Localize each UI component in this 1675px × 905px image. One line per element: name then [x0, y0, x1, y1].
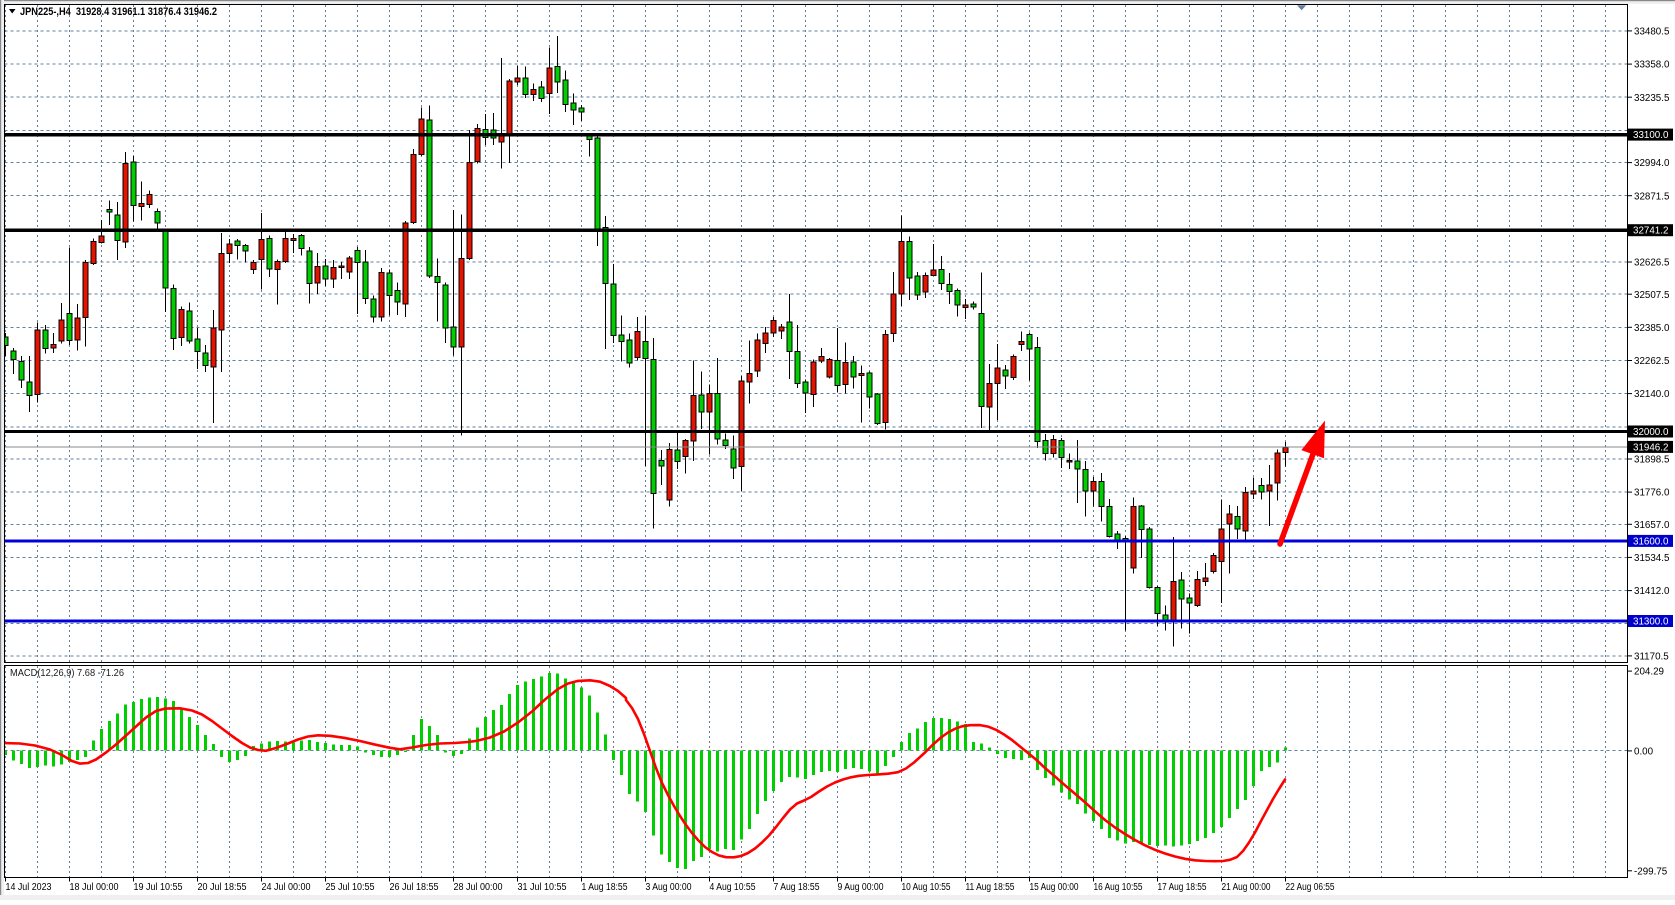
svg-text:31 Jul 10:55: 31 Jul 10:55 — [518, 882, 567, 893]
svg-text:31776.0: 31776.0 — [1634, 488, 1670, 499]
svg-text:25 Jul 10:55: 25 Jul 10:55 — [326, 882, 375, 893]
svg-text:31946.2: 31946.2 — [1633, 442, 1668, 453]
svg-text:14 Jul 2023: 14 Jul 2023 — [6, 882, 52, 893]
svg-text:32140.0: 32140.0 — [1634, 389, 1670, 400]
svg-text:JPN225-,H4 31928.4 31961.1 31: JPN225-,H4 31928.4 31961.1 31876.4 31946… — [20, 6, 217, 18]
svg-text:32385.0: 32385.0 — [1634, 323, 1670, 334]
svg-text:33100.0: 33100.0 — [1633, 130, 1669, 141]
svg-text:19 Jul 10:55: 19 Jul 10:55 — [134, 882, 183, 893]
svg-text:31600.0: 31600.0 — [1633, 536, 1669, 547]
svg-text:MACD(12,26,9) 7.68 -71.26: MACD(12,26,9) 7.68 -71.26 — [10, 668, 125, 679]
svg-text:20 Jul 18:55: 20 Jul 18:55 — [198, 882, 247, 893]
svg-text:10 Aug 10:55: 10 Aug 10:55 — [902, 882, 951, 893]
svg-text:28 Jul 00:00: 28 Jul 00:00 — [454, 882, 503, 893]
svg-text:15 Aug 00:00: 15 Aug 00:00 — [1030, 882, 1079, 893]
svg-text:32507.5: 32507.5 — [1634, 290, 1670, 301]
svg-text:1 Aug 18:55: 1 Aug 18:55 — [582, 882, 628, 893]
svg-text:32871.5: 32871.5 — [1634, 191, 1670, 202]
svg-text:32994.0: 32994.0 — [1634, 158, 1670, 169]
svg-text:3 Aug 00:00: 3 Aug 00:00 — [646, 882, 692, 893]
svg-text:33358.0: 33358.0 — [1634, 60, 1670, 71]
svg-text:0.00: 0.00 — [1634, 747, 1654, 758]
svg-text:31657.0: 31657.0 — [1634, 520, 1670, 531]
svg-text:-299.75: -299.75 — [1634, 866, 1668, 877]
svg-text:18 Jul 00:00: 18 Jul 00:00 — [70, 882, 119, 893]
svg-text:32626.5: 32626.5 — [1634, 258, 1670, 269]
svg-text:26 Jul 18:55: 26 Jul 18:55 — [390, 882, 439, 893]
svg-text:7 Aug 18:55: 7 Aug 18:55 — [774, 882, 820, 893]
svg-text:204.29: 204.29 — [1634, 667, 1664, 678]
svg-text:33480.5: 33480.5 — [1634, 27, 1670, 38]
svg-text:4 Aug 10:55: 4 Aug 10:55 — [710, 882, 756, 893]
svg-text:32000.0: 32000.0 — [1633, 427, 1669, 438]
svg-text:31300.0: 31300.0 — [1633, 616, 1669, 627]
svg-text:31170.5: 31170.5 — [1634, 652, 1669, 663]
svg-text:24 Jul 00:00: 24 Jul 00:00 — [262, 882, 311, 893]
svg-text:31412.0: 31412.0 — [1634, 586, 1670, 597]
svg-text:33235.5: 33235.5 — [1634, 93, 1670, 104]
svg-text:16 Aug 10:55: 16 Aug 10:55 — [1094, 882, 1143, 893]
svg-text:31534.5: 31534.5 — [1634, 553, 1670, 564]
svg-text:11 Aug 18:55: 11 Aug 18:55 — [966, 882, 1015, 893]
svg-text:31898.5: 31898.5 — [1634, 455, 1670, 466]
svg-text:9 Aug 00:00: 9 Aug 00:00 — [838, 882, 884, 893]
svg-text:21 Aug 00:00: 21 Aug 00:00 — [1222, 882, 1271, 893]
svg-text:22 Aug 06:55: 22 Aug 06:55 — [1286, 882, 1335, 893]
svg-text:17 Aug 18:55: 17 Aug 18:55 — [1158, 882, 1207, 893]
svg-text:32741.2: 32741.2 — [1633, 226, 1668, 237]
svg-text:32262.5: 32262.5 — [1634, 356, 1670, 367]
